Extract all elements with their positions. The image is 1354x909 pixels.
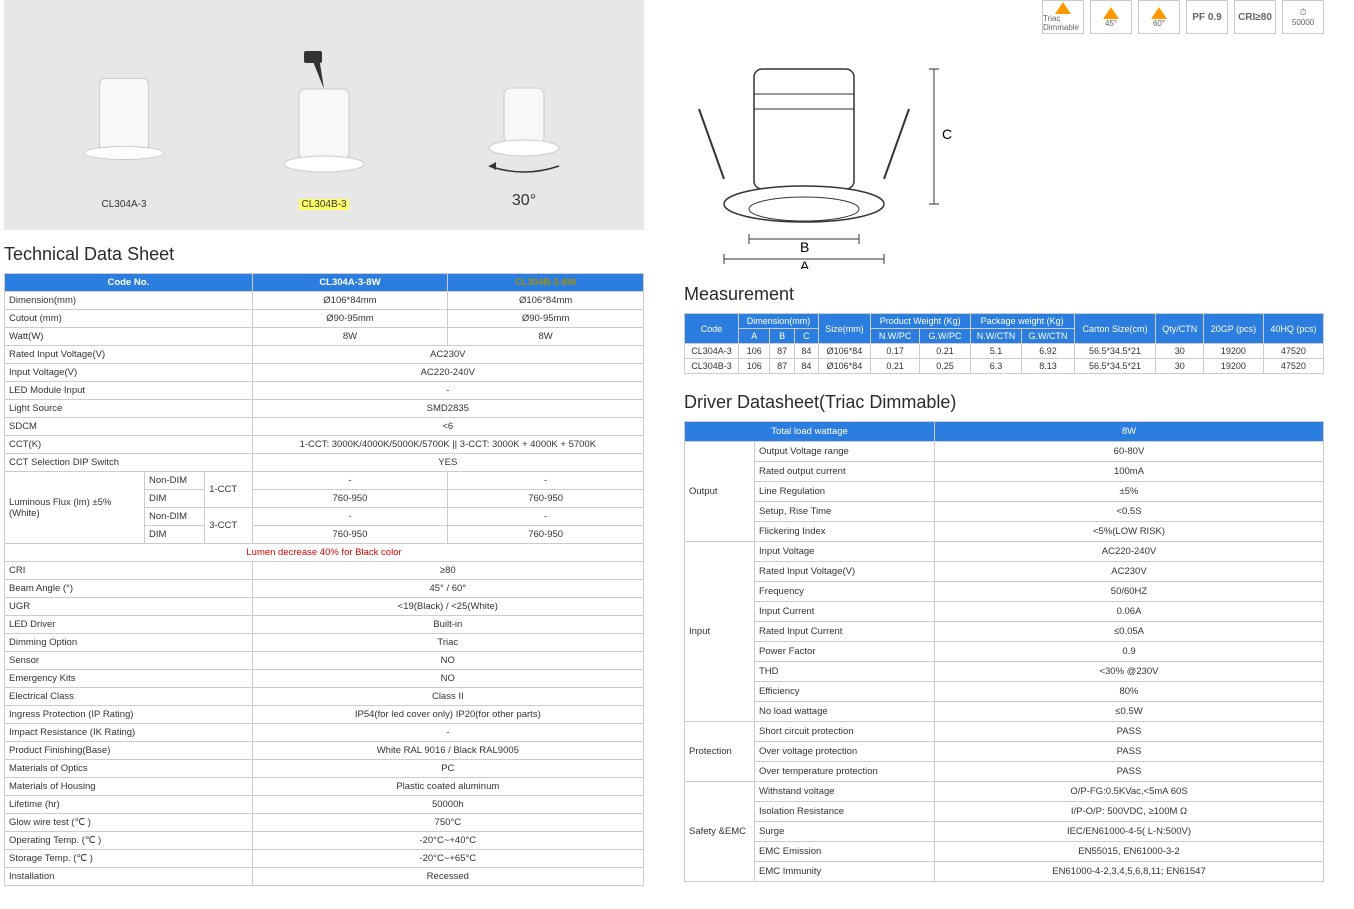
gallery-label-highlight: CL304B-3	[299, 199, 348, 210]
table-row-label: Input Voltage(V)	[5, 364, 253, 382]
lumen-note: Lumen decrease 40% for Black color	[5, 544, 644, 562]
table-row: Output Output Voltage range 60-80V	[685, 442, 1324, 462]
gallery-label: CL304A-3	[64, 199, 184, 210]
table-row: Rated Input Voltage(V) AC230V	[685, 562, 1324, 582]
svg-text:A: A	[800, 258, 810, 269]
table-row: Power Factor 0.9	[685, 642, 1324, 662]
table-row: Flickering Index <5%(LOW RISK)	[685, 522, 1324, 542]
table-row-label: LED Module Input	[5, 382, 253, 400]
table-row-label: Lifetime (hr)	[5, 796, 253, 814]
table-row-label: Watt(W)	[5, 328, 253, 346]
table-row-label: Storage Temp. (℃ )	[5, 850, 253, 868]
table-row: Protection Short circuit protection PASS	[685, 722, 1324, 742]
tech-title: Technical Data Sheet	[4, 244, 644, 265]
tech-table: Code No. CL304A-3-8W CL304B-3-8W Dimensi…	[4, 273, 644, 886]
badge-45: 45°	[1090, 0, 1132, 34]
tilt-angle: 30°	[464, 192, 584, 210]
th-code: Code No.	[5, 274, 253, 292]
table-row-label: Beam Angle (°)	[5, 580, 253, 598]
badges-row: Triac Dimmable 45° 60° PF 0.9 CRI≥80 ⏱50…	[684, 0, 1324, 34]
table-row-label: Product Finishing(Base)	[5, 742, 253, 760]
gallery-item-b: CL304B-3	[264, 49, 384, 210]
svg-text:B: B	[800, 239, 809, 255]
table-row: Surge IEC/EN61000-4-5( L-N:500V)	[685, 822, 1324, 842]
product-image	[264, 49, 384, 189]
table-row: THD <30% @230V	[685, 662, 1324, 682]
table-row-label: Light Source	[5, 400, 253, 418]
badge-cri: CRI≥80	[1234, 0, 1276, 34]
badge-triac: Triac Dimmable	[1042, 0, 1084, 34]
table-row: Rated output current 100mA	[685, 462, 1324, 482]
table-row-label: Installation	[5, 868, 253, 886]
table-row-label: Impact Resistance (IK Rating)	[5, 724, 253, 742]
measurement-title: Measurement	[684, 284, 1324, 305]
table-row-label: Emergency Kits	[5, 670, 253, 688]
table-row: Input Input Voltage AC220-240V	[685, 542, 1324, 562]
table-row: Isolation Resistance I/P-O/P: 500VDC, ≥1…	[685, 802, 1324, 822]
table-row: Rated Input Current ≤0.05A	[685, 622, 1324, 642]
driver-table: Total load wattage 8W Output Output Volt…	[684, 421, 1324, 882]
table-row: Setup, Rise Time <0.5S	[685, 502, 1324, 522]
table-row: EMC Emission EN55015, EN61000-3-2	[685, 842, 1324, 862]
product-gallery: CL304A-3 CL304B-3	[4, 0, 644, 230]
table-row-label: Glow wire test (℃ )	[5, 814, 253, 832]
table-row-label: LED Driver	[5, 616, 253, 634]
table-row-label: Dimension(mm)	[5, 292, 253, 310]
table-row-label: Electrical Class	[5, 688, 253, 706]
gallery-item-tilt: 30°	[464, 48, 584, 210]
table-row: No load wattage ≤0.5W	[685, 702, 1324, 722]
table-row-label: Materials of Housing	[5, 778, 253, 796]
table-row-label: Ingress Protection (IP Rating)	[5, 706, 253, 724]
table-row-label: Sensor	[5, 652, 253, 670]
table-row-label: UGR	[5, 598, 253, 616]
table-row: EMC Immunity EN61000-4-2,3,4,5,6,8,11; E…	[685, 862, 1324, 882]
th-a: CL304A-3-8W	[252, 274, 448, 292]
product-image	[464, 48, 584, 188]
driver-title: Driver Datasheet(Triac Dimmable)	[684, 392, 1324, 413]
table-row-label: SDCM	[5, 418, 253, 436]
badge-hours: ⏱50000	[1282, 0, 1324, 34]
table-row: Input Current 0.06A	[685, 602, 1324, 622]
svg-text:C: C	[942, 126, 952, 142]
table-row: Efficiency 80%	[685, 682, 1324, 702]
table-row-label: Operating Temp. (℃ )	[5, 832, 253, 850]
table-row: CL304A-31068784Ø106*84 0.170.215.16.92 5…	[685, 344, 1324, 359]
table-row-label: Materials of Optics	[5, 760, 253, 778]
badge-pf: PF 0.9	[1186, 0, 1228, 34]
table-row: Over temperature protection PASS	[685, 762, 1324, 782]
th-b: CL304B-3-8W	[448, 274, 644, 292]
table-row: Over voltage protection PASS	[685, 742, 1324, 762]
gallery-item-a: CL304A-3	[64, 49, 184, 210]
table-row: CL304B-31068784Ø106*84 0.210.256.38.13 5…	[685, 359, 1324, 374]
measurement-table: Code Dimension(mm) Size(mm) Product Weig…	[684, 313, 1324, 374]
table-row-label: CCT Selection DIP Switch	[5, 454, 253, 472]
badge-60: 60°	[1138, 0, 1180, 34]
table-row: Safety &EMC Withstand voltage O/P-FG:0.5…	[685, 782, 1324, 802]
table-row-label: CRI	[5, 562, 253, 580]
dimension-diagram: C B A	[684, 44, 1324, 274]
table-row-label: Rated Input Voltage(V)	[5, 346, 253, 364]
table-row-label: Cutout (mm)	[5, 310, 253, 328]
table-row-label: CCT(K)	[5, 436, 253, 454]
table-row: Line Regulation ±5%	[685, 482, 1324, 502]
table-row: Frequency 50/60HZ	[685, 582, 1324, 602]
table-row-label: Dimming Option	[5, 634, 253, 652]
product-image	[64, 49, 184, 189]
